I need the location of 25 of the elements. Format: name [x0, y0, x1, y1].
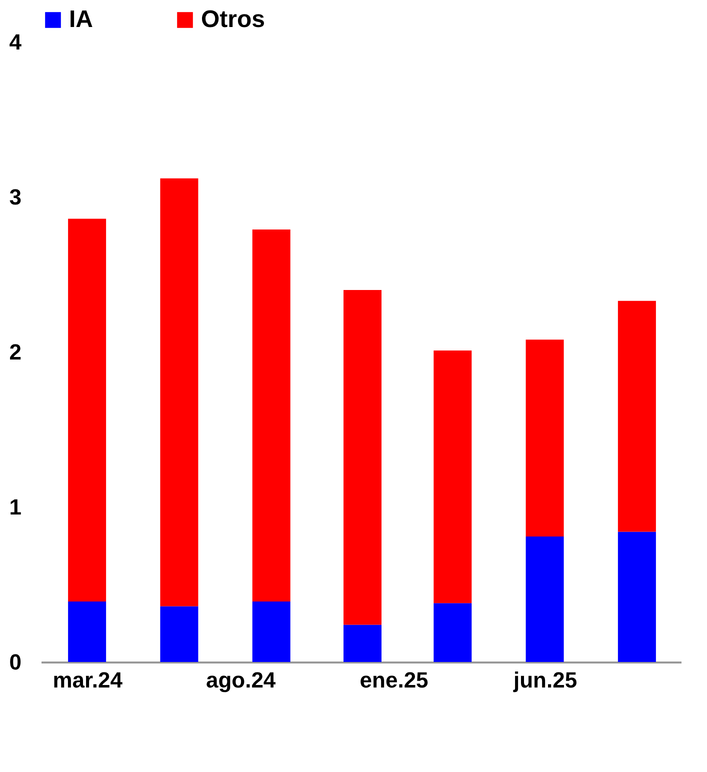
bar — [618, 532, 656, 662]
y-tick-label: 2 — [9, 340, 22, 364]
bar — [344, 624, 382, 662]
legend-label: IA — [69, 6, 93, 33]
bar — [526, 340, 564, 536]
x-tick-label: ago.24 — [206, 668, 276, 692]
bar — [434, 350, 472, 604]
bar — [618, 300, 656, 532]
bar — [160, 606, 198, 662]
bar — [68, 218, 106, 602]
y-tick-label: 3 — [9, 184, 22, 210]
bar — [526, 536, 564, 662]
legend-label: Otros — [201, 6, 266, 33]
bar — [434, 603, 472, 662]
y-tick-label: 4 — [9, 30, 22, 54]
x-tick-label: jun.25 — [512, 668, 578, 692]
x-tick-label: ene.25 — [360, 668, 428, 692]
bar — [252, 230, 290, 602]
bar — [344, 290, 382, 625]
x-tick-label: mar.24 — [52, 668, 124, 692]
y-tick-label: 0 — [9, 650, 22, 674]
bar — [160, 178, 198, 606]
bar — [68, 602, 106, 662]
y-tick-label: 1 — [9, 494, 22, 520]
bar — [252, 602, 290, 662]
